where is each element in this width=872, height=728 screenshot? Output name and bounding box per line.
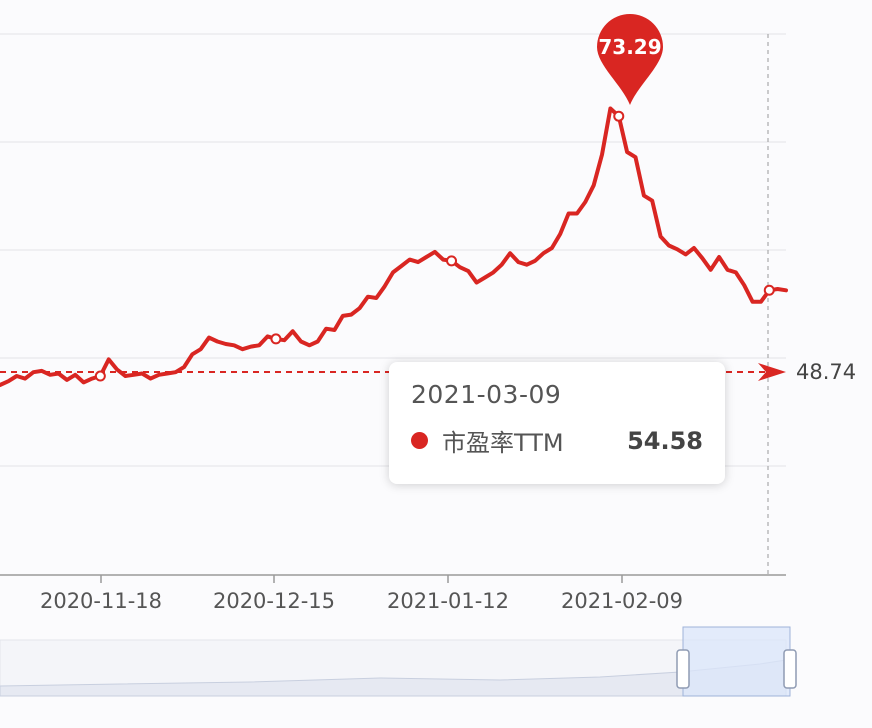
average-value-label: 48.74 xyxy=(796,360,856,384)
x-tick-label: 2020-12-15 xyxy=(213,589,335,613)
tooltip-date: 2021-03-09 xyxy=(411,380,562,409)
series-point xyxy=(94,370,106,382)
zoom-selected-window[interactable] xyxy=(682,626,791,697)
series-point xyxy=(270,333,282,345)
series-dot-icon xyxy=(411,432,428,449)
zoom-handle-grip[interactable] xyxy=(783,649,797,689)
tooltip-row: 市盈率TTM 54.58 xyxy=(411,423,703,458)
series-line-pe-ttm xyxy=(0,106,788,387)
max-value-label: 73.29 xyxy=(598,35,661,59)
data-zoom-slider[interactable] xyxy=(0,626,797,697)
series-point xyxy=(763,284,775,296)
tooltip-value: 54.58 xyxy=(627,426,703,455)
zoom-left-handle[interactable] xyxy=(676,649,690,689)
x-tick-label: 2020-11-18 xyxy=(40,589,162,613)
x-tick-label: 2021-02-09 xyxy=(561,589,683,613)
max-value-marker: 73.29 xyxy=(597,14,663,105)
series-point xyxy=(613,110,625,122)
series-point xyxy=(446,255,458,267)
x-axis-ticks: 2020-11-18 2020-12-15 2021-01-12 2021-02-09 xyxy=(40,575,683,613)
zoom-right-handle[interactable] xyxy=(783,649,797,689)
tooltip: 2021-03-09 市盈率TTM 54.58 xyxy=(389,362,725,484)
map-pin-icon xyxy=(597,14,663,105)
average-arrow-icon xyxy=(758,363,786,381)
x-tick-label: 2021-01-12 xyxy=(387,589,509,613)
series-points xyxy=(94,110,775,382)
tooltip-series-name: 市盈率TTM xyxy=(442,429,564,457)
zoom-handle-grip[interactable] xyxy=(676,649,690,689)
